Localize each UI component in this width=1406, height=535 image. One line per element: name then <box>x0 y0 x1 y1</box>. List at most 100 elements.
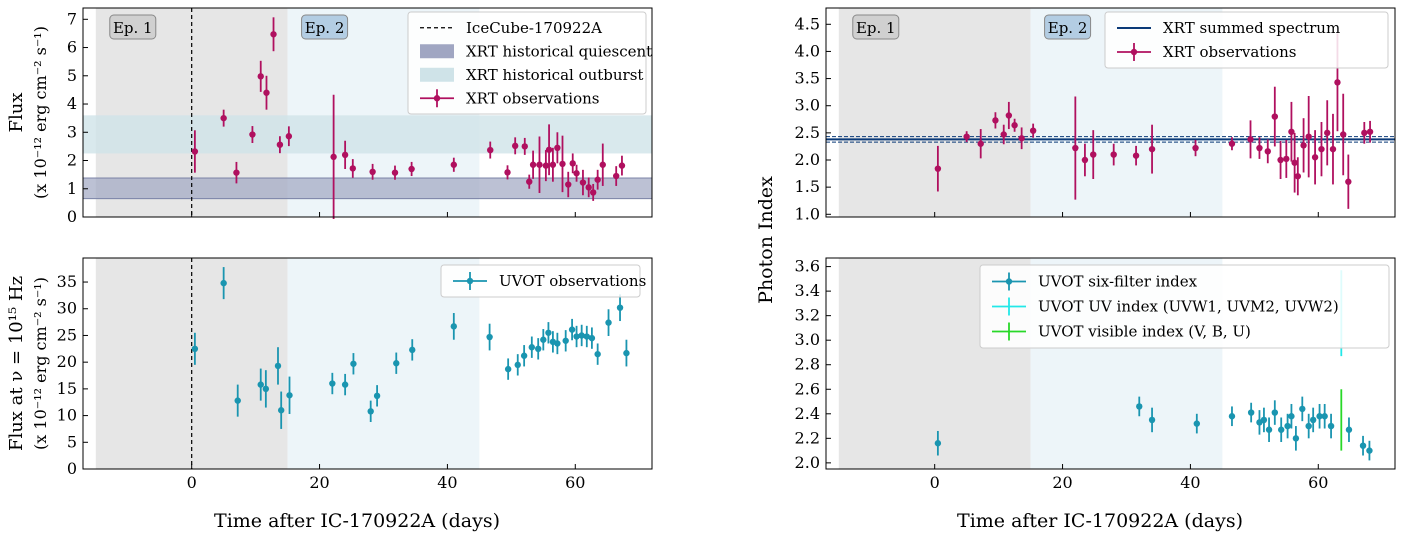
data-point <box>977 140 984 147</box>
data-point <box>1148 416 1156 424</box>
data-point <box>1334 79 1341 86</box>
data-point <box>612 172 620 180</box>
y-tick-label: 3.6 <box>795 257 820 276</box>
y-tick-label: 2.8 <box>795 355 820 374</box>
data-point <box>1283 155 1290 163</box>
data-point <box>270 31 277 38</box>
data-point <box>504 169 511 176</box>
data-point <box>963 133 970 140</box>
data-point <box>1300 142 1307 149</box>
data-point <box>623 349 630 357</box>
data-point <box>1288 128 1295 135</box>
data-point <box>535 345 542 353</box>
data-point <box>1110 151 1117 158</box>
data-point <box>341 151 349 159</box>
data-point <box>559 160 566 168</box>
x-tick-label: 0 <box>187 473 197 492</box>
y-tick-label: 4 <box>67 94 77 113</box>
episode-2-badge <box>1044 14 1092 40</box>
data-point <box>526 178 533 185</box>
data-point <box>1192 144 1199 152</box>
legend-label: XRT historical quiescent <box>466 42 652 60</box>
legend-handle <box>433 95 441 102</box>
data-point <box>568 326 576 333</box>
data-point <box>934 165 942 172</box>
legend-label: XRT historical outburst <box>466 66 643 84</box>
data-point <box>1292 435 1300 442</box>
data-point <box>579 179 587 186</box>
data-point <box>1132 152 1140 159</box>
legend-label: XRT observations <box>1163 43 1297 61</box>
y-tick-label: 0 <box>67 459 77 478</box>
data-point <box>285 133 293 140</box>
data-point <box>1011 122 1018 129</box>
y-tick-label: 1.5 <box>795 177 820 196</box>
y-tick-label: 25 <box>57 325 77 344</box>
data-point <box>276 141 284 148</box>
legend-handle <box>420 67 454 82</box>
y-tick-label: 3.0 <box>795 96 820 115</box>
legend-label: XRT observations <box>466 89 600 107</box>
data-point <box>1265 426 1273 433</box>
data-point <box>1072 144 1079 152</box>
data-point <box>373 392 381 400</box>
x-axis-label-right: Time after IC-170922A (days) <box>957 510 1243 532</box>
x-tick-label: 60 <box>1308 473 1328 492</box>
axes-frame <box>825 257 1396 470</box>
legend-label: UVOT visible index (V, B, U) <box>1038 323 1251 341</box>
y-tick-label: 3.4 <box>795 281 820 300</box>
data-point <box>191 148 199 155</box>
data-point <box>1324 129 1331 137</box>
y-tick-label: 6 <box>67 38 77 57</box>
y-tick-label: 30 <box>57 299 77 318</box>
data-point <box>1278 426 1285 433</box>
y-tick-label: 3.2 <box>795 306 820 325</box>
data-point <box>554 340 561 347</box>
data-point <box>1361 129 1368 137</box>
data-point <box>1284 422 1291 430</box>
y-tick-label: 7 <box>67 9 77 28</box>
y-tick-label: 35 <box>57 272 77 291</box>
data-point <box>1228 413 1236 420</box>
data-point <box>549 161 557 168</box>
legend <box>407 11 647 115</box>
data-point <box>191 345 199 353</box>
data-point <box>1359 442 1367 449</box>
data-point <box>1277 156 1284 164</box>
y-tick-label: 5 <box>67 66 77 85</box>
y-tick-label: 2.6 <box>795 379 820 398</box>
data-point <box>1081 156 1089 164</box>
episode-1-region <box>838 8 1031 217</box>
y-tick-label: 2.0 <box>795 150 820 169</box>
data-point <box>369 168 376 176</box>
data-point <box>545 329 552 336</box>
data-point <box>528 344 536 351</box>
data-point <box>521 143 528 150</box>
episode-1-label: Ep. 1 <box>113 19 153 37</box>
episode-2-badge <box>301 14 349 40</box>
data-point <box>594 350 601 358</box>
data-point <box>511 142 519 150</box>
data-point <box>1271 409 1279 416</box>
data-point <box>257 381 264 388</box>
x-tick-label: 40 <box>1180 473 1200 492</box>
data-point <box>1288 413 1295 420</box>
y-tick-label: 4.0 <box>795 41 820 60</box>
data-point <box>262 385 270 393</box>
data-point <box>486 333 493 341</box>
data-point <box>450 161 458 168</box>
data-point <box>529 161 537 168</box>
legend-handle <box>1005 278 1013 285</box>
x-tick-label: 0 <box>930 473 940 492</box>
y-tick-label: 15 <box>57 379 77 398</box>
axes-frame <box>825 7 1396 218</box>
data-point <box>573 170 580 177</box>
data-point <box>1090 151 1097 158</box>
data-point <box>1247 409 1255 416</box>
data-point <box>536 161 543 168</box>
data-point <box>1294 173 1302 180</box>
data-point <box>992 117 999 124</box>
data-point <box>330 153 337 161</box>
axes-frame <box>82 257 653 470</box>
